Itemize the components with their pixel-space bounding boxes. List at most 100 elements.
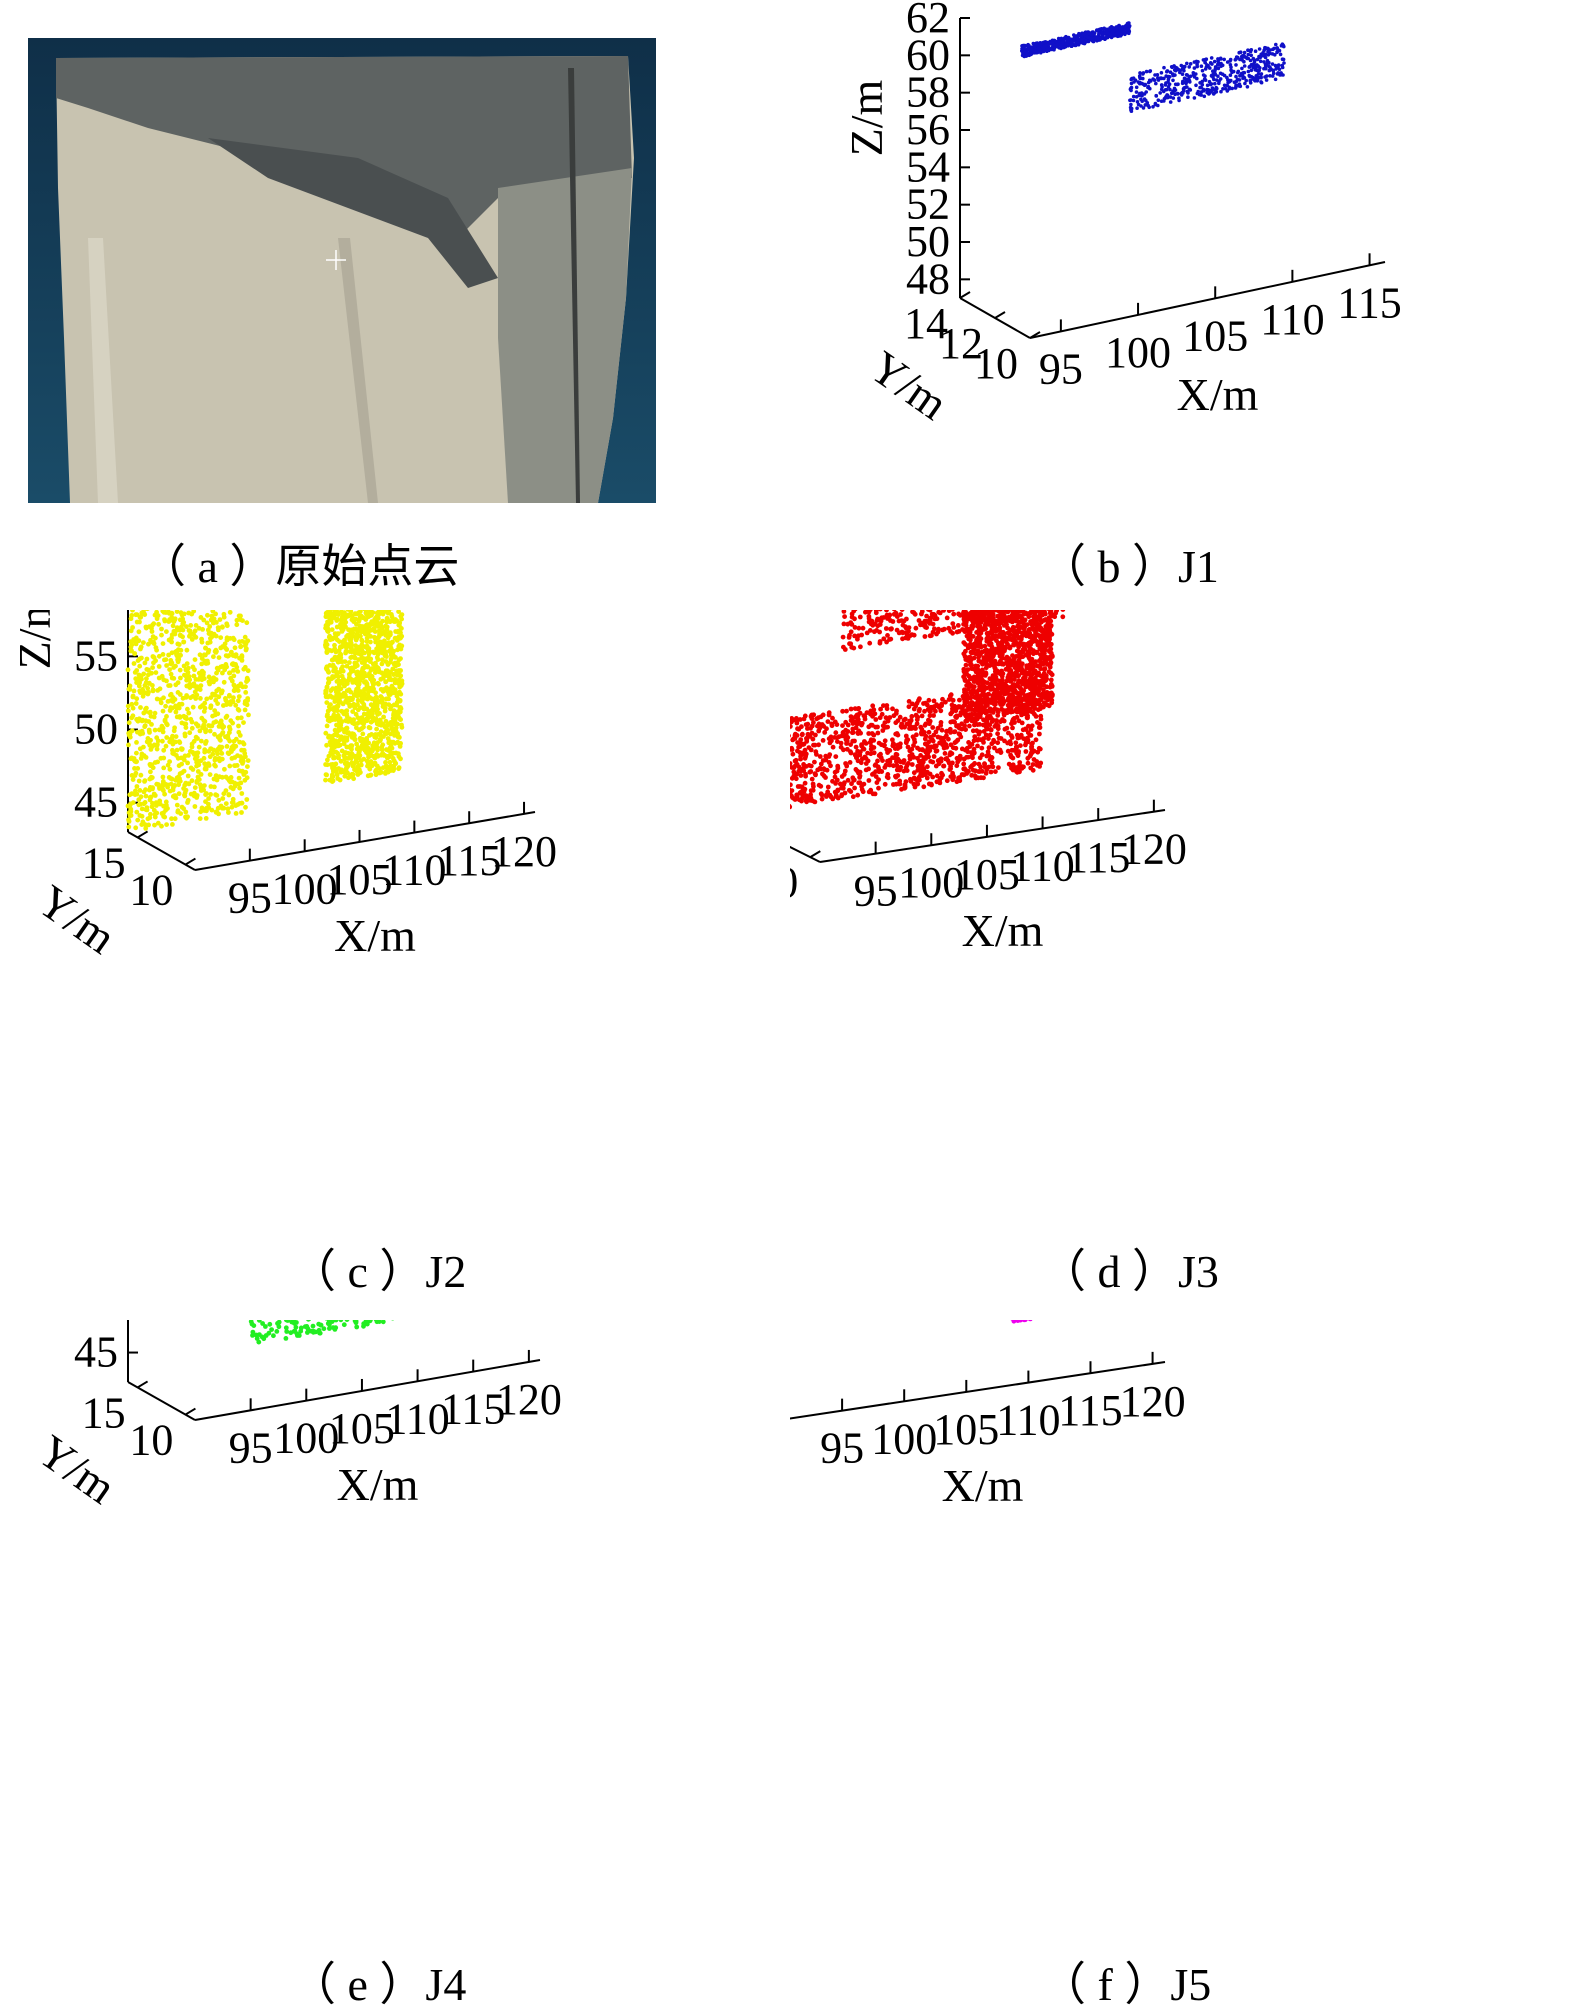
- data-point: [147, 743, 152, 748]
- data-point: [236, 724, 241, 729]
- x-axis-label: X/m: [1177, 369, 1259, 420]
- data-point: [1195, 77, 1199, 81]
- data-point: [338, 622, 343, 627]
- data-point: [372, 735, 377, 740]
- data-point: [358, 676, 363, 681]
- data-point: [207, 682, 212, 687]
- data-point: [1237, 70, 1241, 74]
- data-point: [340, 644, 345, 649]
- data-point: [154, 782, 159, 787]
- data-point: [198, 782, 203, 787]
- data-point: [203, 706, 208, 711]
- data-point: [137, 680, 142, 685]
- data-point: [144, 794, 149, 799]
- data-point: [345, 681, 350, 686]
- data-point: [161, 766, 166, 771]
- x-axis-label: X/m: [962, 905, 1044, 956]
- y-tick-mark: [960, 292, 970, 298]
- data-point: [354, 712, 359, 717]
- data-point: [339, 719, 344, 724]
- data-point: [1272, 47, 1276, 51]
- data-point: [1243, 82, 1247, 86]
- data-point: [1221, 64, 1225, 68]
- data-point: [1057, 42, 1061, 46]
- data-point: [135, 766, 140, 771]
- data-point: [192, 674, 197, 679]
- data-point: [193, 684, 198, 689]
- data-point: [369, 613, 374, 618]
- data-point: [1069, 40, 1073, 44]
- data-point: [368, 640, 373, 645]
- data-point: [126, 708, 131, 713]
- data-point: [134, 740, 139, 745]
- data-point: [1135, 86, 1139, 90]
- data-point: [164, 744, 169, 749]
- data-point: [208, 772, 213, 777]
- data-point: [211, 675, 216, 680]
- data-point: [212, 785, 217, 790]
- data-point: [1137, 103, 1141, 107]
- data-point: [359, 746, 364, 751]
- data-point: [374, 727, 379, 732]
- data-point: [356, 772, 361, 777]
- data-point: [173, 704, 178, 709]
- data-point: [217, 745, 222, 750]
- data-point: [1253, 79, 1257, 83]
- data-point: [179, 756, 184, 761]
- data-point: [1166, 80, 1170, 84]
- data-point: [384, 725, 389, 730]
- data-point: [388, 760, 393, 765]
- data-point: [214, 634, 219, 639]
- data-point: [1189, 62, 1193, 66]
- data-point: [398, 698, 403, 703]
- data-point: [204, 808, 209, 813]
- data-point: [171, 623, 176, 628]
- data-point: [1158, 91, 1162, 95]
- data-point: [363, 644, 368, 649]
- data-point: [336, 753, 341, 758]
- data-point: [224, 662, 229, 667]
- data-point: [129, 616, 134, 621]
- data-point: [1281, 42, 1285, 46]
- data-point: [173, 616, 178, 621]
- data-point: [376, 657, 381, 662]
- data-point: [1223, 84, 1227, 88]
- data-point: [192, 667, 197, 672]
- data-point: [241, 720, 246, 725]
- data-point: [326, 669, 331, 674]
- data-point: [368, 709, 373, 714]
- data-point: [1172, 96, 1176, 100]
- data-point: [1242, 54, 1246, 58]
- data-point: [240, 769, 245, 774]
- data-point: [213, 764, 218, 769]
- data-point: [1160, 83, 1164, 87]
- data-point: [212, 693, 217, 698]
- data-point: [191, 767, 196, 772]
- data-point: [1210, 74, 1214, 78]
- data-point: [160, 811, 165, 816]
- data-point: [341, 669, 346, 674]
- data-point: [171, 742, 176, 747]
- data-point: [368, 726, 373, 731]
- data-point: [204, 816, 209, 821]
- data-point: [126, 743, 131, 748]
- data-point: [1198, 86, 1202, 90]
- data-point: [1126, 22, 1130, 26]
- data-point: [131, 694, 136, 699]
- data-point: [159, 627, 164, 632]
- data-point: [1080, 34, 1084, 38]
- data-point: [126, 667, 131, 672]
- data-point: [385, 731, 390, 736]
- data-point: [334, 697, 339, 702]
- data-point: [224, 801, 229, 806]
- data-point: [333, 728, 338, 733]
- data-point: [164, 714, 169, 719]
- data-point: [228, 670, 233, 675]
- data-point: [360, 639, 365, 644]
- data-point: [220, 624, 225, 629]
- data-point: [137, 657, 142, 662]
- data-point: [1053, 46, 1057, 50]
- data-point: [1143, 84, 1147, 88]
- data-point: [168, 658, 173, 663]
- data-point: [1202, 88, 1206, 92]
